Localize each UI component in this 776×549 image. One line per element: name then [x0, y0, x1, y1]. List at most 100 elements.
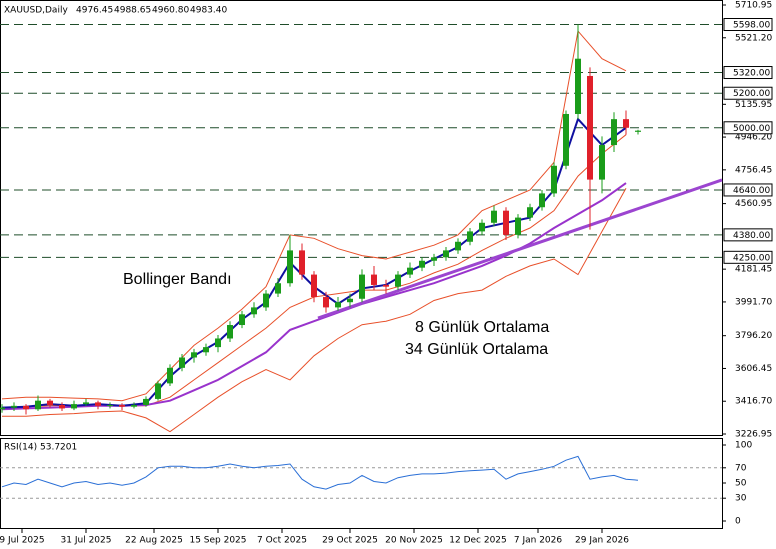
candle-body [395, 274, 401, 287]
level-label: 5320.00 [733, 69, 770, 79]
level-box [723, 228, 773, 242]
y-tick-label: 3606.45 [735, 364, 772, 374]
candle-body [11, 405, 17, 408]
y-tick-label: 5710.95 [735, 1, 772, 11]
rsi-tick-label: 50 [735, 479, 747, 489]
candle-body [455, 241, 461, 251]
candle-body [539, 193, 545, 208]
candle-body [179, 357, 185, 368]
y-tick-label: 4560.95 [735, 199, 772, 209]
annotation: 34 Günlük Ortalama [405, 341, 548, 358]
candle-body [611, 119, 617, 146]
candle-body [431, 257, 437, 261]
level-box [723, 250, 773, 264]
candle-body [299, 250, 305, 275]
ohlc-open: 4976.45 [76, 6, 113, 16]
x-tick-label: 9 Jul 2025 [0, 536, 45, 546]
candle-body [287, 250, 293, 284]
x-tick-label: 29 Oct 2025 [322, 536, 378, 546]
candle-body [311, 274, 317, 298]
candle-body [575, 58, 581, 114]
candle-body [407, 267, 413, 275]
candle-body [587, 75, 593, 180]
level-label: 5000.00 [733, 124, 770, 134]
y-tick-label: 4946.20 [735, 133, 772, 143]
rsi-line [1, 455, 639, 490]
candle-body [491, 210, 497, 223]
x-tick-label: 12 Dec 2025 [449, 536, 507, 546]
candle-body [479, 222, 485, 232]
chart-title: XAUUSD,Daily [4, 6, 68, 16]
y-tick-label: 5521.20 [735, 33, 772, 43]
rsi-tick-label: 0 [735, 517, 741, 527]
candle-body [59, 404, 65, 409]
level-label: 5598.00 [733, 21, 770, 31]
candle-body [251, 307, 257, 315]
x-tick-label: 7 Jan 2026 [514, 536, 562, 546]
x-tick-label: 29 Jan 2026 [575, 536, 629, 546]
candle-body [203, 347, 209, 353]
x-tick-label: 15 Sep 2025 [189, 536, 246, 546]
annotation: Bollinger Bandı [123, 271, 232, 288]
price-panel [0, 0, 723, 436]
level-box [723, 18, 773, 32]
y-tick-label: 5135.95 [735, 100, 772, 110]
candle-body [215, 338, 221, 348]
x-tick-label: 20 Nov 2025 [385, 536, 443, 546]
y-tick-label: 3416.70 [735, 397, 772, 407]
indicator-line [2, 187, 627, 433]
candle-body [515, 217, 521, 235]
rsi-tick-label: 70 [735, 463, 747, 473]
candle-body [191, 352, 197, 358]
candle-body [143, 398, 149, 405]
candle-body [503, 210, 509, 235]
y-tick-label: 4181.45 [735, 265, 772, 275]
candle-body [635, 130, 641, 132]
candle-body [371, 274, 377, 285]
candle-body [239, 314, 245, 326]
candle-body [167, 367, 173, 384]
candle-body [263, 293, 269, 308]
candle-body [275, 283, 281, 294]
y-tick-label: 3796.20 [735, 331, 772, 341]
candle-body [599, 145, 605, 180]
level-label: 4250.00 [733, 253, 770, 263]
candle-body [95, 402, 101, 406]
candle-body [359, 274, 365, 299]
level-box [723, 86, 773, 100]
rsi-tick-label: 30 [735, 494, 747, 504]
level-box [723, 121, 773, 135]
candle-body [383, 284, 389, 287]
rsi-value: 53.7201 [40, 443, 77, 453]
candle-body [71, 404, 77, 409]
candle-body [23, 405, 29, 410]
indicator-line [1, 29, 627, 402]
y-tick-label: 4756.45 [735, 165, 772, 175]
candle-body [119, 404, 125, 407]
candle-body [35, 400, 41, 410]
ohlc-low: 4960.80 [152, 6, 189, 16]
candle-body [335, 302, 341, 308]
ohlc-close: 4983.40 [190, 6, 227, 16]
ohlc-high: 4988.65 [114, 6, 151, 16]
x-tick-label: 7 Oct 2025 [257, 536, 307, 546]
candle-body [623, 119, 629, 128]
level-box [723, 183, 773, 197]
candle-body [419, 260, 425, 268]
candle-body [467, 231, 473, 242]
candle-body [227, 325, 233, 339]
candle-body [107, 404, 113, 406]
candle-body [0, 407, 5, 410]
level-box [723, 66, 773, 80]
level-label: 4640.00 [733, 186, 770, 196]
trendline [317, 178, 723, 320]
y-tick-label: 3226.95 [735, 430, 772, 440]
candle-body [563, 113, 569, 166]
candle-body [155, 383, 161, 399]
candle-body [347, 298, 353, 303]
y-tick-label: 3991.70 [735, 297, 772, 307]
rsi-tick-label: 100 [735, 441, 752, 451]
candle-body [323, 297, 329, 308]
